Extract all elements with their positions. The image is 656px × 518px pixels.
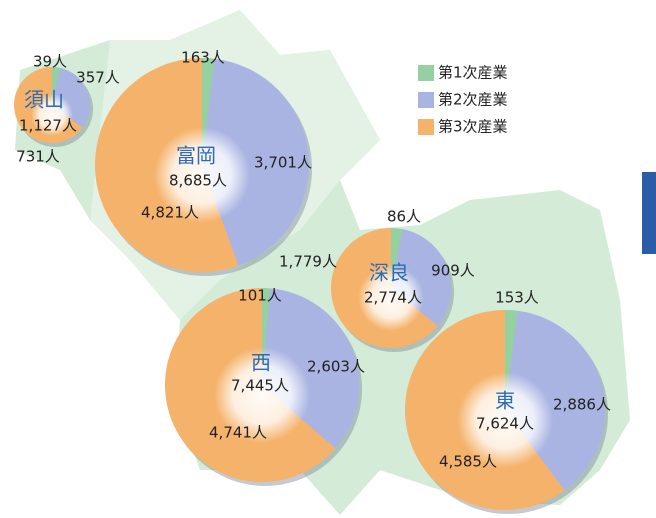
pie-slice: [391, 229, 452, 326]
value-label: 4,741人: [209, 424, 267, 442]
legend-swatch: [418, 119, 434, 135]
pies: 39人 357人 731人 須山 1,127人 163人 3,701人 4,821人 富岡 8,6…: [14, 49, 611, 514]
pie-chart: 163人 3,701人 4,821人 富岡 8,685人: [94, 49, 312, 276]
legend-label: 第1次産業: [438, 64, 508, 82]
value-label: 3,701人: [254, 154, 312, 172]
pie-slice: [262, 288, 359, 449]
value-label: 4,585人: [439, 453, 497, 471]
district-total: 7,624人: [476, 415, 534, 433]
value-label: 2,886人: [553, 396, 611, 414]
value-label: 731人: [16, 148, 60, 166]
value-label: 909人: [431, 262, 475, 280]
value-label: 1,779人: [279, 253, 337, 271]
legend-swatch: [418, 92, 434, 108]
district-name: 東: [495, 389, 515, 413]
center-glow: [457, 372, 553, 468]
value-label: 39人: [33, 53, 67, 71]
district-total: 1,127人: [19, 117, 77, 135]
district-name: 須山: [24, 88, 64, 112]
pie-slice: [505, 310, 605, 491]
value-label: 2,603人: [307, 358, 365, 376]
pie-chart: 153人 2,886人 4,585人 東 7,624人: [404, 289, 611, 514]
district-name: 富岡: [176, 144, 216, 168]
value-label: 163人: [181, 49, 225, 67]
pie-slice: [52, 67, 91, 128]
value-label: 153人: [495, 289, 539, 307]
value-label: 357人: [76, 69, 120, 87]
pie-chart: 101人 2,603人 4,741人 西 7,445人: [164, 287, 365, 486]
value-label: 101人: [238, 287, 282, 305]
center-glow: [214, 347, 310, 443]
district-total: 2,774人: [364, 289, 422, 307]
district-name: 西: [251, 351, 271, 375]
legend-label: 第3次産業: [438, 118, 508, 136]
value-label: 4,821人: [141, 204, 199, 222]
district-total: 7,445人: [231, 377, 289, 395]
center-glow: [154, 127, 250, 223]
district-total: 8,685人: [169, 172, 227, 190]
pie-chart: 86人 909人 1,779人 深良 2,774人: [279, 208, 475, 352]
pie-chart: 39人 357人 731人 須山 1,127人: [14, 53, 120, 166]
center-glow: [31, 94, 73, 136]
value-label: 86人: [387, 208, 421, 226]
side-tab: [642, 172, 656, 254]
legend-swatch: [418, 65, 434, 81]
center-glow: [358, 265, 424, 331]
legend-label: 第2次産業: [438, 91, 508, 109]
district-name: 深良: [369, 261, 409, 285]
